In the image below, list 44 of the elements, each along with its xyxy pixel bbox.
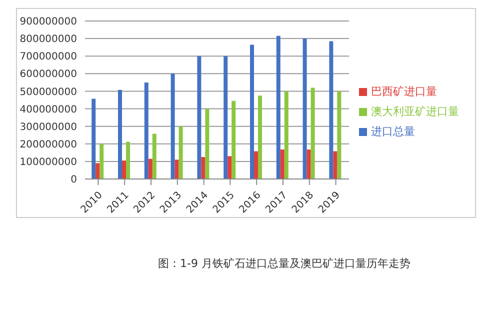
- bar: [250, 44, 254, 179]
- legend-label: 澳大利亚矿进口量: [371, 105, 459, 118]
- bar: [232, 100, 236, 179]
- bar: [201, 157, 206, 179]
- y-tick-label: 500000000: [20, 86, 77, 98]
- bar: [197, 56, 202, 179]
- bar: [92, 98, 96, 179]
- bar: [96, 163, 100, 179]
- bar: [276, 36, 280, 179]
- y-tick-label: 100000000: [20, 156, 77, 168]
- bar: [126, 142, 130, 179]
- bar: [228, 156, 232, 179]
- bar: [306, 150, 311, 179]
- y-tick-label: 200000000: [20, 139, 77, 150]
- y-tick-label: 700000000: [20, 52, 77, 63]
- bar: [310, 88, 315, 179]
- bar: [148, 158, 152, 179]
- bar: [100, 144, 104, 179]
- y-tick-label: 0: [70, 174, 77, 186]
- bar: [329, 41, 334, 179]
- bar: [174, 160, 179, 179]
- legend-label: 进口总量: [371, 125, 415, 138]
- y-tick-label: 300000000: [20, 122, 77, 133]
- bar: [337, 91, 342, 179]
- bar: [178, 126, 183, 179]
- bar: [118, 90, 122, 179]
- bar: [333, 151, 338, 179]
- bar: [170, 74, 175, 179]
- y-tick-label: 900000000: [20, 16, 77, 28]
- legend-label: 巴西矿进口量: [371, 85, 437, 98]
- bar: [254, 151, 258, 179]
- bar: [152, 134, 156, 179]
- y-tick-label: 800000000: [20, 34, 77, 46]
- y-tick-label: 400000000: [20, 104, 77, 116]
- text: 图：1-9 月铁矿石进口总量及澳巴矿进口量历年走势: [158, 256, 412, 271]
- y-tick-label: 600000000: [20, 69, 77, 80]
- bar: [224, 56, 228, 179]
- bar: [144, 82, 148, 179]
- bar: [280, 150, 284, 179]
- bar: [284, 91, 288, 179]
- bar: [122, 160, 126, 179]
- bar: [258, 96, 262, 179]
- bar: [302, 38, 307, 179]
- bar: [205, 108, 210, 179]
